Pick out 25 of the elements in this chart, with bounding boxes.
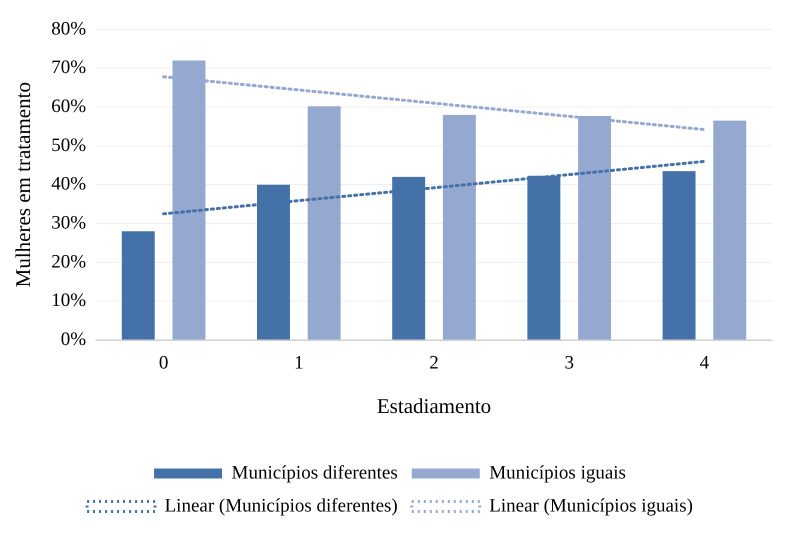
y-tick-label: 30%: [51, 212, 86, 234]
y-tick-label: 80%: [51, 18, 86, 40]
bar: [122, 231, 155, 340]
x-tick-label: 4: [700, 352, 710, 374]
x-tick-label: 3: [564, 352, 574, 374]
y-tick-label: 40%: [51, 174, 86, 195]
y-tick-label: 20%: [51, 251, 86, 272]
bar: [442, 114, 476, 340]
x-tick-label: 0: [158, 352, 168, 374]
bar: [308, 106, 341, 340]
y-tick-label: 70%: [51, 57, 86, 78]
y-tick-label: 60%: [51, 96, 86, 118]
x-tick-label: 2: [429, 352, 439, 374]
x-tick-label: 1: [294, 352, 304, 374]
y-axis-title: Mulheres em tratamento: [11, 82, 36, 288]
bar: [662, 171, 696, 340]
bar: [713, 120, 746, 340]
legend-label: Municípios iguais: [489, 462, 626, 484]
legend-label: Municípios diferentes: [232, 462, 398, 484]
y-tick-label: 0%: [60, 328, 86, 350]
y-tick-label: 50%: [51, 134, 86, 156]
legend-label: Linear (Municípios iguais): [489, 495, 693, 516]
legend-label: Linear (Municípios diferentes): [164, 495, 398, 516]
y-tick-label: 10%: [51, 290, 86, 312]
x-axis-title: Estadiamento: [376, 394, 492, 418]
